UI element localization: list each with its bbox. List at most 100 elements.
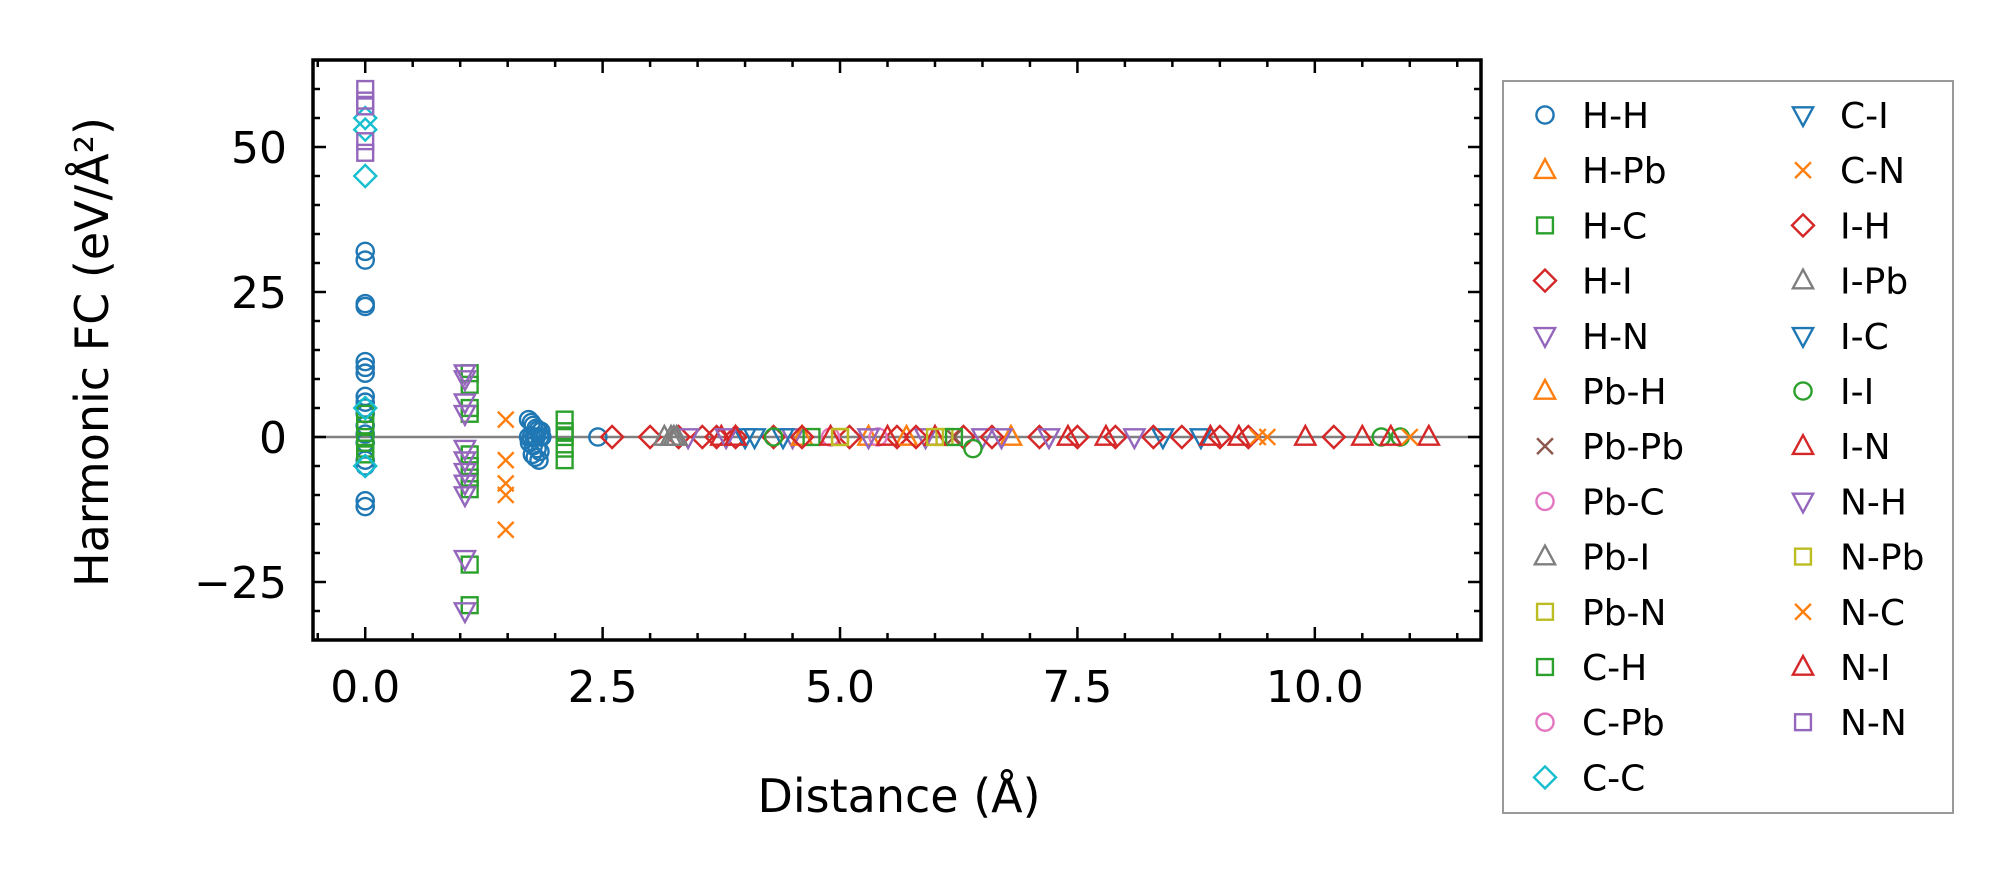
point-h-i — [1321, 424, 1347, 450]
point-pb-h — [894, 423, 919, 446]
legend-item-pb-i: Pb-I — [1532, 538, 1650, 579]
legend-marker-h-n — [1532, 326, 1558, 350]
legend-label: C-N — [1840, 151, 1905, 192]
legend: H-H H-Pb H-C H-I H-N Pb-H Pb-Pb Pb-C Pb-I Pb-N C-H… — [1502, 80, 1954, 814]
point-n-n — [356, 97, 375, 116]
point-h-n — [970, 428, 995, 451]
point-c-i — [1150, 428, 1176, 451]
point-h-n — [452, 370, 478, 393]
legend-label: I-Pb — [1840, 262, 1908, 303]
point-i-c — [770, 428, 796, 451]
point-i-h — [703, 424, 730, 450]
legend-item-n-pb: N-Pb — [1793, 538, 1924, 579]
point-h-pb — [856, 423, 881, 446]
legend-marker-n-c — [1794, 603, 1812, 621]
legend-label: N-C — [1840, 593, 1905, 634]
point-h-n — [1036, 428, 1062, 451]
point-i-h — [1064, 424, 1091, 450]
legend-marker-n-pb — [1793, 547, 1813, 566]
legend-marker-c-n — [1794, 161, 1812, 179]
point-i-n — [709, 423, 734, 446]
legend-item-n-h: N-H — [1790, 482, 1907, 523]
point-c-c — [352, 395, 378, 421]
legend-item-h-i: H-I — [1532, 262, 1633, 303]
point-h-h — [529, 450, 549, 470]
legend-item-pb-n: Pb-N — [1535, 593, 1666, 634]
point-i-n — [1293, 423, 1318, 446]
point-c-n — [496, 410, 515, 429]
point-i-c — [732, 428, 758, 451]
point-c-c — [352, 116, 378, 143]
legend-item-c-pb: C-Pb — [1535, 703, 1665, 744]
y-tick-label: 50 — [231, 123, 287, 174]
legend-item-h-n: H-N — [1532, 317, 1649, 358]
point-i-h — [979, 424, 1005, 450]
point-h-h — [525, 447, 545, 468]
point-i-n — [1416, 423, 1441, 446]
legend-marker-n-i — [1790, 653, 1816, 676]
point-h-n — [452, 486, 478, 509]
legend-item-c-n: C-N — [1794, 151, 1905, 192]
point-h-n — [452, 451, 478, 474]
x-tick-label: 0.0 — [330, 662, 400, 713]
point-h-h — [355, 241, 376, 262]
legend-label: N-N — [1840, 703, 1907, 744]
point-h-h — [355, 250, 376, 270]
x-tick-label: 5.0 — [805, 662, 875, 713]
point-h-c — [555, 427, 574, 447]
point-n-c — [1249, 428, 1267, 446]
y-axis-title: Harmonic FC (eV/Å²) — [65, 117, 119, 587]
point-h-h — [355, 296, 376, 317]
point-n-i — [1350, 423, 1375, 446]
point-c-c — [352, 163, 378, 189]
legend-marker-pb-pb — [1536, 437, 1554, 455]
point-h-i — [665, 424, 692, 450]
legend-label: C-I — [1840, 96, 1889, 137]
legend-label: C-Pb — [1582, 703, 1665, 744]
legend-marker-c-h — [1535, 657, 1555, 677]
point-n-i — [723, 423, 748, 446]
y-tick-label: 0 — [259, 413, 287, 464]
point-h-h — [355, 351, 376, 372]
point-h-h — [355, 357, 376, 378]
point-h-n — [452, 474, 478, 497]
legend-label: I-I — [1840, 372, 1874, 413]
point-h-n — [452, 549, 478, 573]
point-n-h — [1122, 428, 1147, 451]
point-i-h — [789, 424, 815, 450]
point-i-i — [963, 438, 983, 459]
data-points-layer — [352, 79, 1441, 625]
legend-item-c-c: C-C — [1532, 758, 1645, 799]
legend-marker-pb-i — [1532, 543, 1558, 566]
legend-item-h-h: H-H — [1535, 96, 1649, 137]
point-h-h — [355, 392, 376, 412]
point-i-n — [818, 423, 843, 446]
point-i-h — [1207, 424, 1233, 450]
legend-label: H-I — [1582, 262, 1633, 303]
y-tick-label: −25 — [194, 558, 287, 609]
point-n-pb — [925, 427, 945, 447]
legend-label: C-C — [1582, 758, 1645, 799]
legend-item-i-pb: I-Pb — [1790, 262, 1908, 303]
legend-label: N-Pb — [1840, 538, 1924, 579]
legend-label: I-C — [1840, 317, 1889, 358]
x-tick-label: 7.5 — [1042, 662, 1112, 713]
point-i-n — [1378, 423, 1403, 446]
legend-item-pb-c: Pb-C — [1535, 482, 1665, 523]
y-tick-label: 25 — [231, 268, 287, 319]
point-h-h — [527, 438, 547, 459]
legend-item-c-h: C-H — [1535, 648, 1647, 689]
point-n-i — [875, 423, 900, 446]
point-i-n — [1055, 423, 1081, 446]
legend-label: Pb-H — [1582, 372, 1667, 413]
point-h-i — [722, 424, 749, 450]
plot-frame — [311, 58, 1483, 642]
legend-marker-i-i — [1793, 381, 1813, 401]
point-h-pb — [998, 423, 1024, 446]
legend-label: H-N — [1582, 317, 1649, 358]
point-h-h — [355, 496, 376, 517]
point-n-h — [856, 428, 881, 451]
point-h-i — [1169, 424, 1195, 450]
point-h-n — [452, 393, 478, 416]
legend-item-h-pb: H-Pb — [1532, 151, 1667, 192]
